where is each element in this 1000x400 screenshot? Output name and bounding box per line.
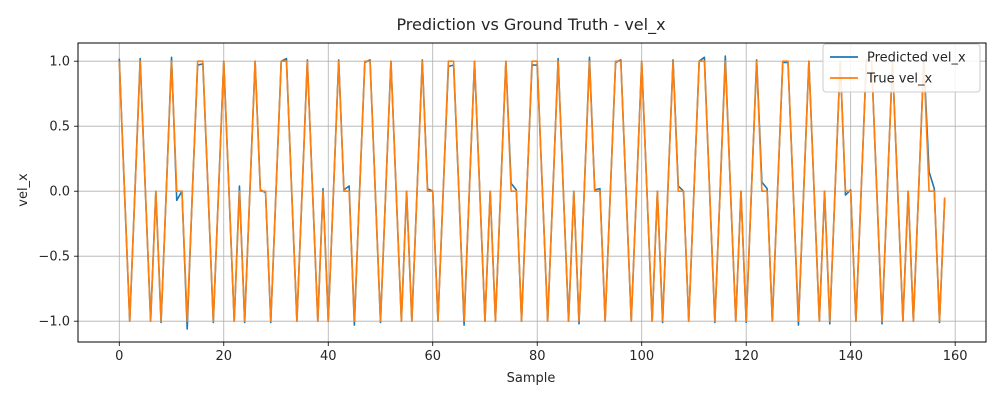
plot-area: 0 20 40 60 80 100 120 140 160 −1.0 −0.5 0.0 0.5 1.0 — [38, 42, 987, 364]
x-tick-label: 0 — [115, 349, 123, 364]
x-tick-label: 80 — [529, 349, 546, 364]
y-tick-label: −1.0 — [38, 315, 70, 330]
x-tick-label: 20 — [215, 349, 232, 364]
x-tick-label: 100 — [629, 349, 654, 364]
x-tick-label: 160 — [943, 349, 968, 364]
x-tick-label: 120 — [734, 349, 759, 364]
series-line-true — [118, 60, 946, 323]
x-tick-label: 140 — [838, 349, 863, 364]
x-axis-label: Sample — [507, 371, 556, 386]
axes-frame — [77, 42, 987, 343]
y-axis-label: vel_x — [16, 173, 31, 207]
y-tick-label: −0.5 — [38, 250, 70, 265]
legend: Predicted vel_x True vel_x — [822, 43, 981, 93]
y-tick-label: 0.5 — [49, 120, 70, 135]
y-tick-label: 1.0 — [49, 55, 70, 70]
chart-title: Prediction vs Ground Truth - vel_x — [396, 15, 665, 35]
x-tick-label: 60 — [424, 349, 441, 364]
legend-label: True vel_x — [866, 72, 933, 87]
y-tick-label: 0.0 — [49, 185, 70, 200]
legend-box — [822, 43, 981, 93]
legend-label: Predicted vel_x — [867, 51, 966, 66]
x-tick-label: 40 — [320, 349, 337, 364]
